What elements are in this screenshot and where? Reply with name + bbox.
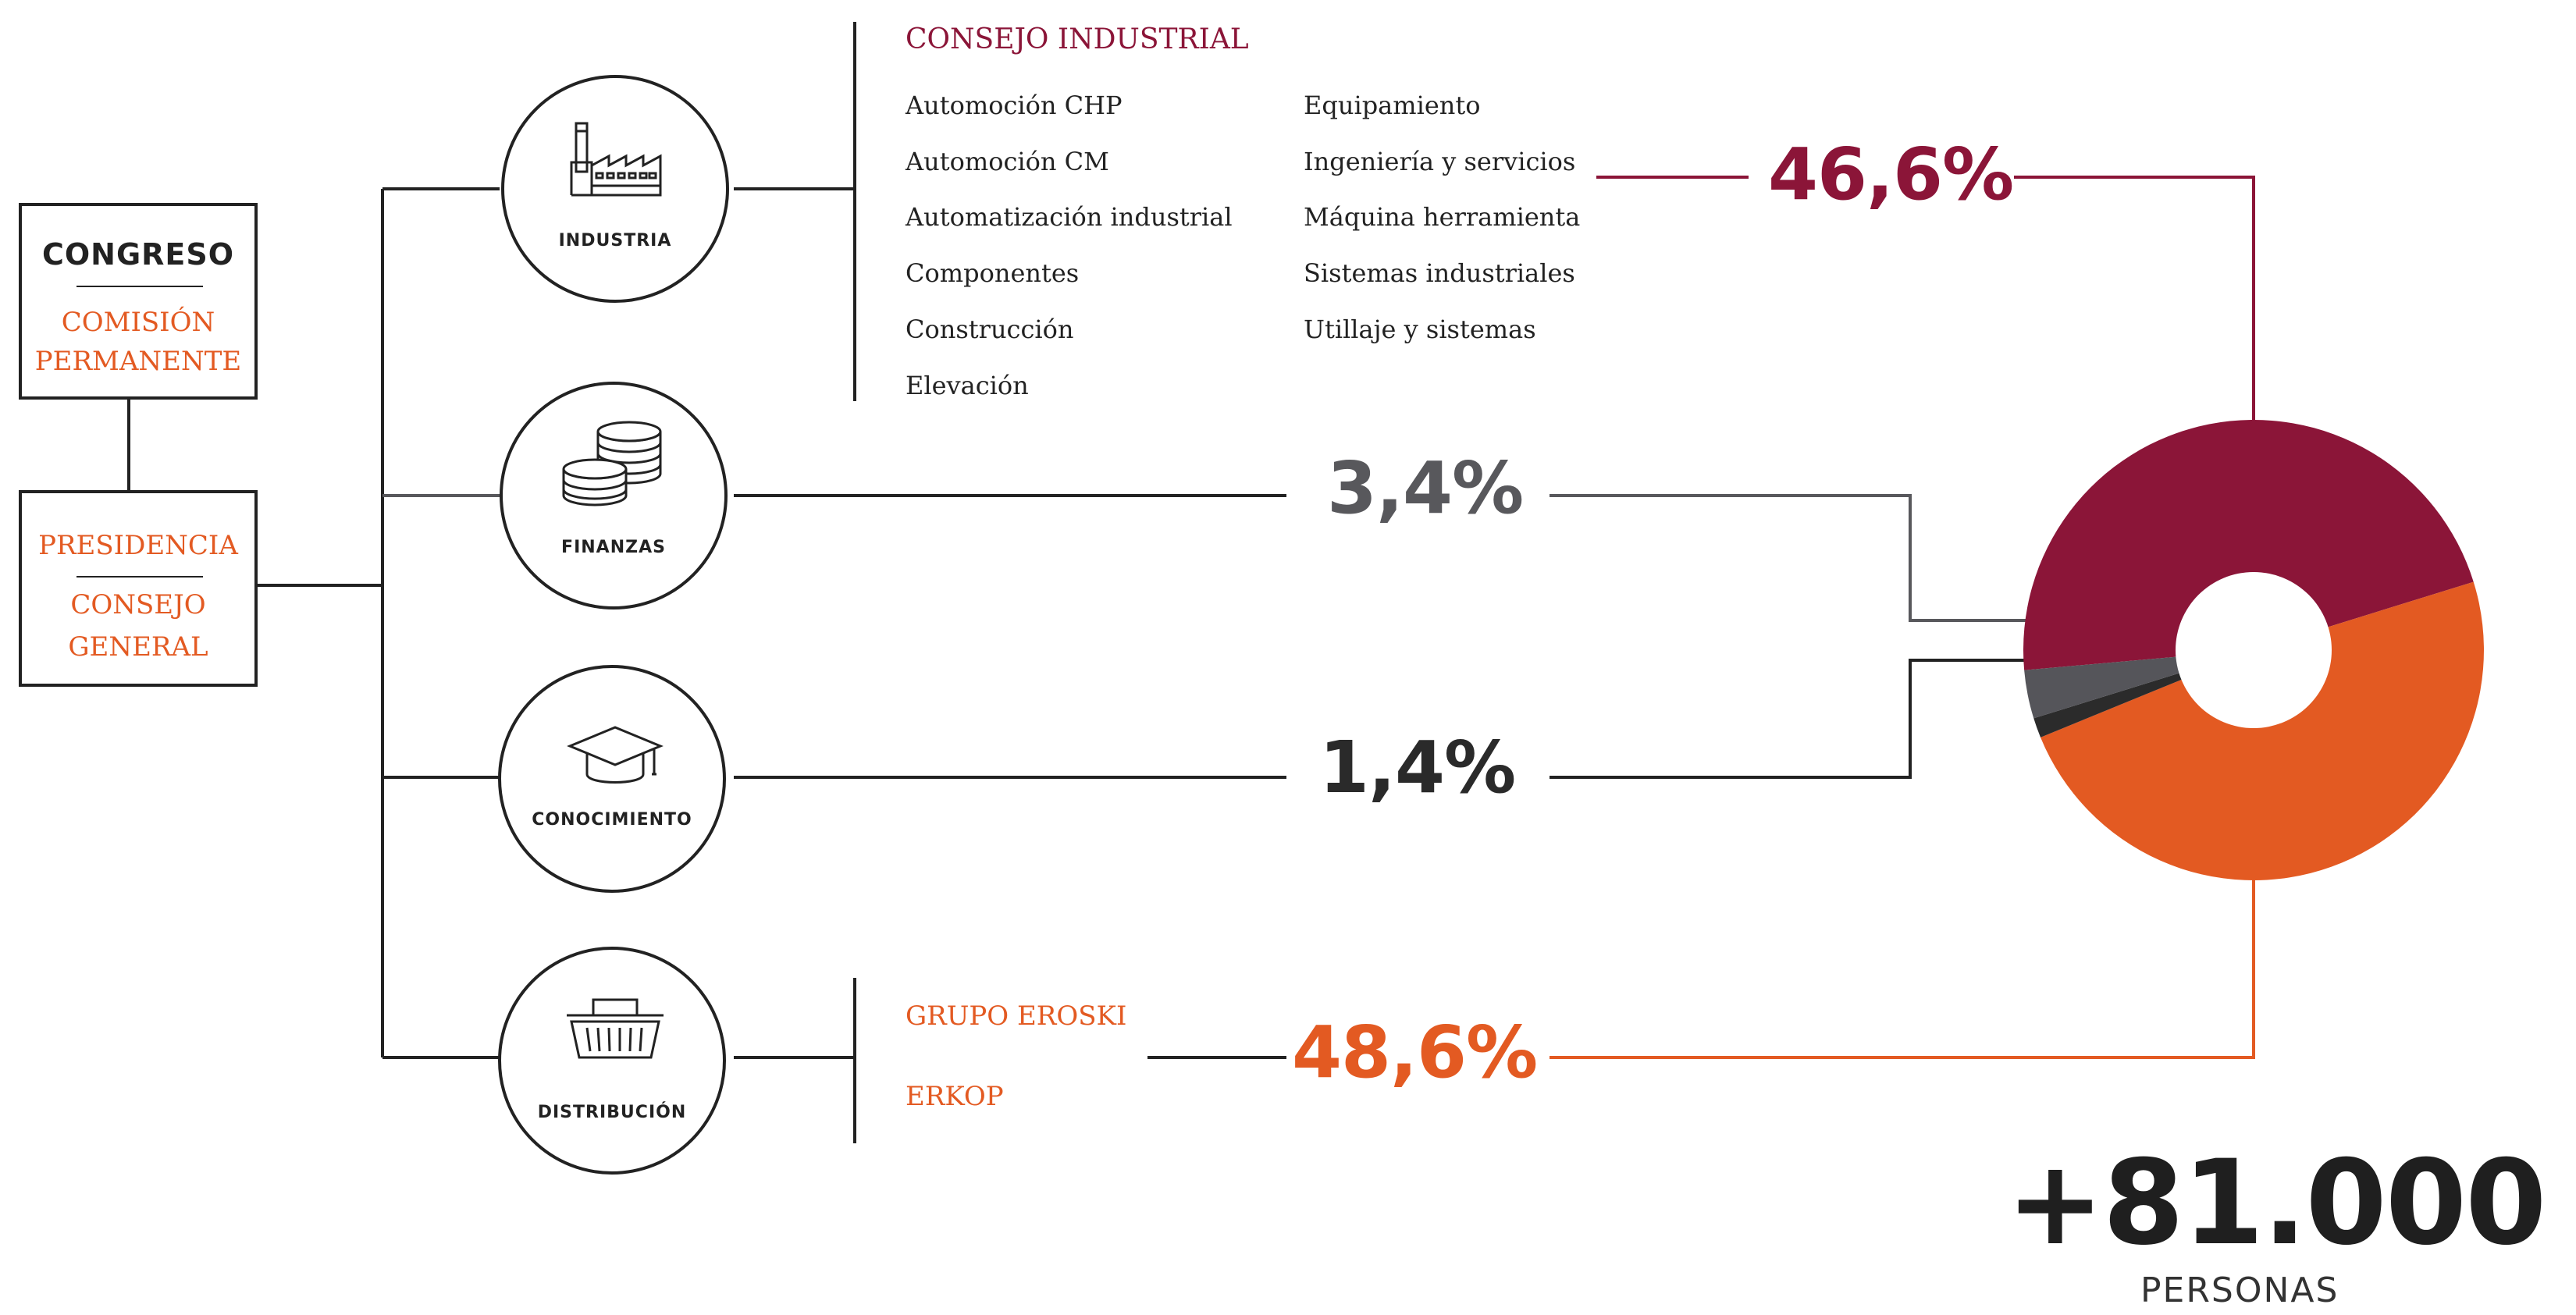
distribucion-list-item: GRUPO EROSKI — [906, 1000, 1127, 1032]
area-label-industria: INDUSTRIA — [558, 231, 672, 251]
factory-icon — [570, 122, 662, 197]
congreso-divider — [76, 286, 203, 287]
percentage-industria: 46,6% — [1768, 133, 2014, 216]
industria-list-item: Automatización industrial — [906, 202, 1233, 232]
industria-list-item: Automoción CM — [906, 147, 1109, 176]
area-label-conocimiento: CONOCIMIENTO — [532, 810, 692, 830]
consejo-industrial-heading: CONSEJO INDUSTRIAL — [906, 23, 1249, 55]
area-conocimiento: CONOCIMIENTO — [498, 665, 726, 893]
graduation-cap-icon — [567, 726, 664, 784]
distribucion-list-item: ERKOP — [906, 1081, 1004, 1112]
presidencia-divider — [76, 576, 203, 578]
percentage-finanzas: 3,4% — [1327, 446, 1524, 530]
industria-list-item: Construcción — [906, 315, 1074, 344]
percentage-conocimiento: 1,4% — [1319, 726, 1516, 809]
presidencia-box: PRESIDENCIA CONSEJO GENERAL — [19, 490, 258, 687]
area-finanzas: FINANZAS — [500, 382, 728, 610]
donut-segment-industria — [2023, 420, 2474, 670]
donut-chart — [2023, 420, 2484, 880]
industria-list-item: Utillaje y sistemas — [1304, 315, 1536, 344]
presidencia-title: PRESIDENCIA — [38, 530, 238, 561]
industria-list-item: Automoción CHP — [906, 91, 1123, 120]
donut-segment-distribucion — [2041, 581, 2484, 880]
coins-icon — [562, 421, 662, 506]
industria-list-item: Sistemas industriales — [1304, 258, 1575, 288]
distribucion-leader-right — [1550, 874, 2255, 1059]
consejo-general-label: CONSEJO GENERAL — [68, 589, 208, 663]
comision-permanente-label: COMISIÓN PERMANENTE — [34, 307, 242, 377]
industria-list-item: Componentes — [906, 258, 1080, 288]
area-label-distribucion: DISTRIBUCIÓN — [537, 1103, 687, 1122]
industria-list-item: Equipamiento — [1304, 91, 1481, 120]
industria-list-item: Máquina herramienta — [1304, 202, 1581, 232]
area-distribucion: DISTRIBUCIÓN — [498, 947, 726, 1175]
area-industria: INDUSTRIA — [501, 75, 729, 303]
industria-leader-right — [2014, 176, 2255, 425]
area-label-finanzas: FINANZAS — [561, 538, 666, 557]
finanzas-leader-right — [1550, 494, 2028, 622]
shopping-basket-icon — [567, 998, 664, 1059]
percentage-distribucion: 48,6% — [1292, 1011, 1538, 1094]
congreso-title: CONGRESO — [41, 237, 235, 272]
donut-hole — [2176, 572, 2332, 728]
conocimiento-leader-right — [1550, 659, 2028, 779]
congreso-box: CONGRESO COMISIÓN PERMANENTE — [19, 203, 258, 400]
total-people-label: PERSONAS — [2140, 1271, 2339, 1310]
industria-list-item: Ingeniería y servicios — [1304, 147, 1576, 176]
industria-list-item: Elevación — [906, 371, 1029, 400]
total-people-value: +81.000 — [2006, 1136, 2547, 1271]
